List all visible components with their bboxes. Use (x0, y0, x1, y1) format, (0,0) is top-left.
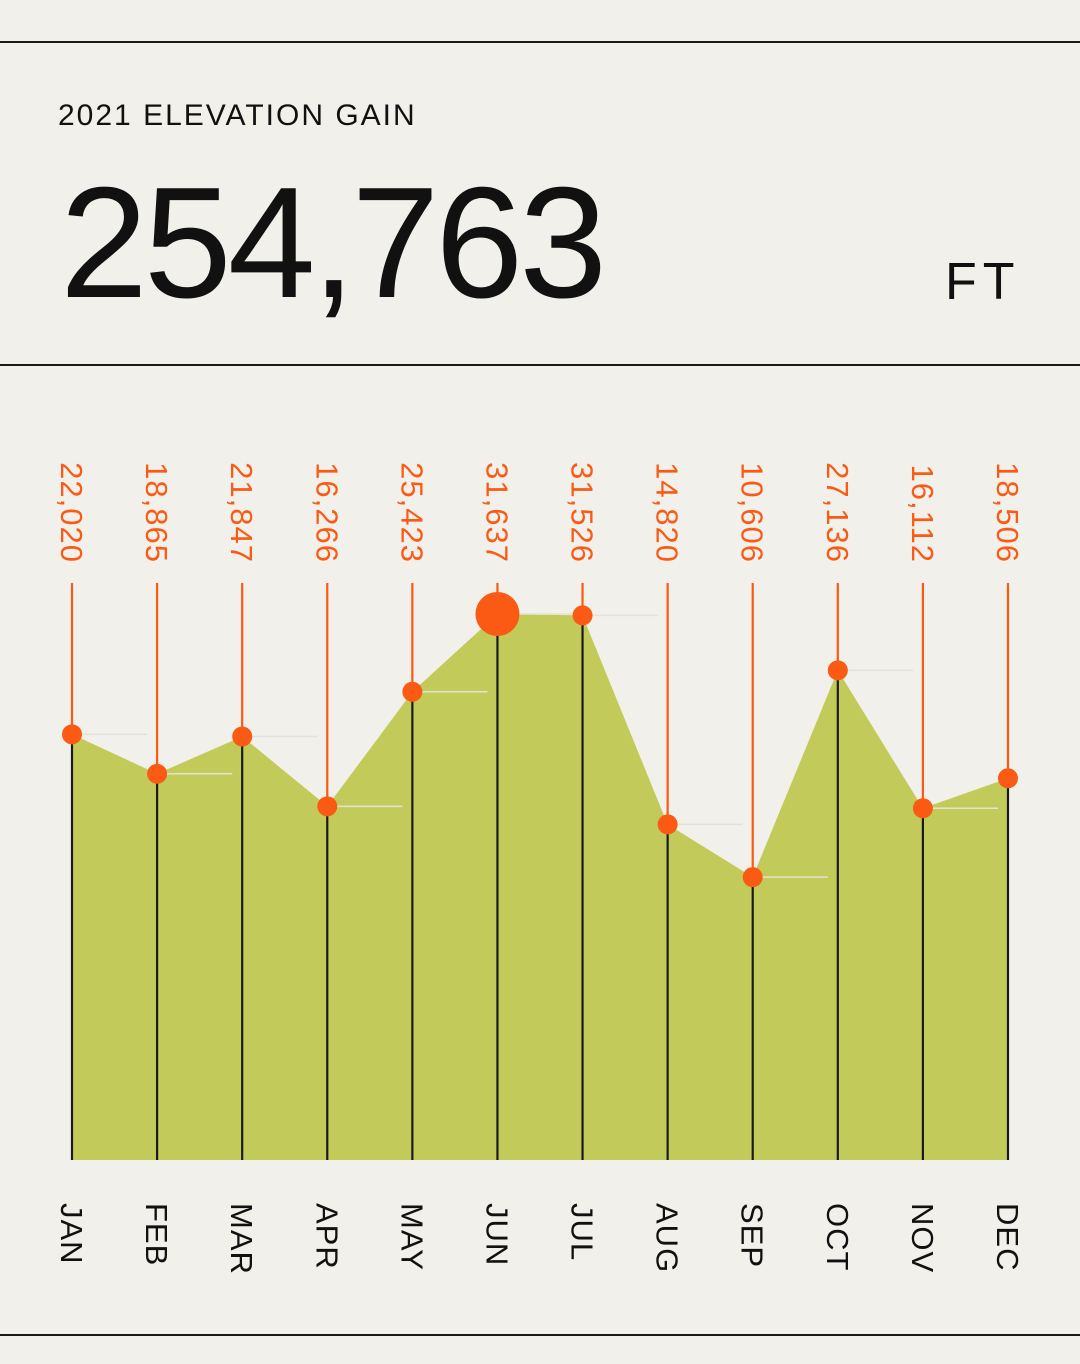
top-divider (0, 41, 1080, 43)
value-label-jun: 31,637 (479, 462, 514, 563)
point-may (402, 681, 423, 702)
area-layer (72, 613, 1008, 1160)
value-label-jul: 31,526 (565, 462, 600, 563)
value-label-jan: 22,020 (54, 462, 89, 563)
value-label-oct: 27,136 (820, 462, 855, 563)
month-label-dec: DEC (990, 1203, 1025, 1271)
point-nov (912, 798, 933, 819)
point-jun (475, 592, 520, 636)
month-label-jun: JUN (479, 1203, 514, 1266)
total-value: 254,763 (60, 155, 607, 331)
value-label-nov: 16,112 (905, 464, 940, 563)
point-oct (827, 660, 848, 681)
point-apr (317, 796, 338, 817)
value-label-may: 25,423 (394, 462, 429, 563)
bottom-divider (0, 1334, 1080, 1336)
value-label-apr: 16,266 (309, 462, 344, 563)
point-aug (657, 814, 678, 835)
point-feb (147, 763, 168, 784)
value-label-mar: 21,847 (224, 462, 259, 563)
month-label-aug: AUG (650, 1203, 685, 1273)
middle-divider (0, 364, 1080, 366)
point-sep (742, 867, 763, 888)
month-label-jan: JAN (54, 1203, 89, 1265)
stat-label: 2021 ELEVATION GAIN (58, 99, 417, 132)
month-label-jul: JUL (565, 1203, 600, 1261)
area-fill (72, 614, 1008, 1160)
label-layer: 22,020 JAN 18,865 FEB 21,847 MAR 16,266 APR 25,4… (54, 462, 1025, 1275)
month-label-oct: OCT (820, 1203, 855, 1271)
point-jan (62, 724, 82, 745)
month-label-apr: APR (309, 1203, 344, 1270)
value-label-aug: 14,820 (650, 462, 685, 563)
point-jul (572, 605, 593, 626)
month-label-sep: SEP (735, 1203, 770, 1268)
month-label-mar: MAR (224, 1203, 259, 1275)
month-label-feb: FEB (139, 1203, 174, 1266)
marker-layer (62, 592, 1018, 888)
value-label-feb: 18,865 (139, 462, 174, 563)
point-mar (232, 726, 253, 747)
value-label-sep: 10,606 (735, 462, 770, 563)
stem-layer (70, 583, 1010, 1160)
point-dec (997, 768, 1018, 789)
unit-label: FT (945, 253, 1021, 311)
month-label-nov: NOV (905, 1203, 940, 1273)
month-label-may: MAY (394, 1203, 429, 1271)
value-label-dec: 18,506 (990, 462, 1025, 563)
